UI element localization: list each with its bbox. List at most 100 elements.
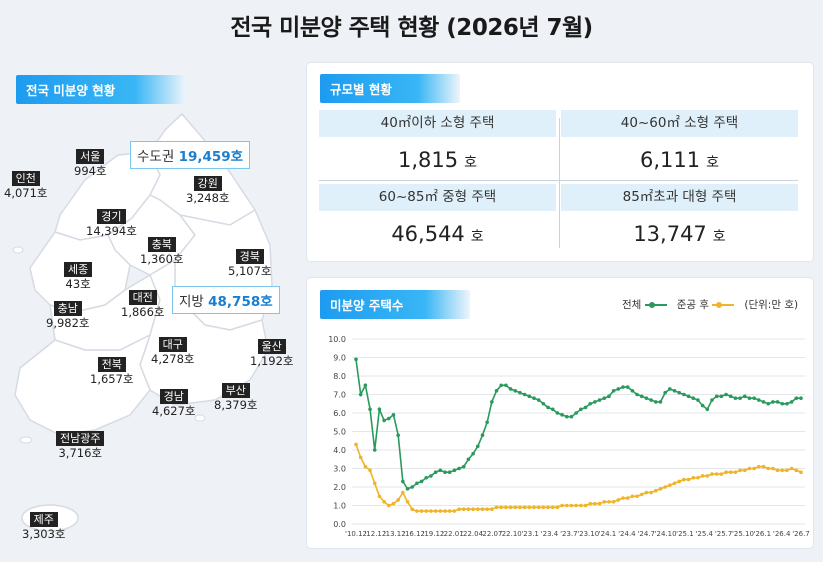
data-point bbox=[433, 470, 438, 474]
data-point bbox=[490, 507, 494, 511]
size-cell-value: 1,815 bbox=[397, 148, 459, 172]
data-point bbox=[668, 387, 672, 391]
region-label-jeju: 제주 3,303호 bbox=[22, 512, 66, 541]
data-point bbox=[518, 390, 522, 395]
x-tick-label: '24.1 bbox=[599, 530, 617, 538]
data-point bbox=[368, 407, 372, 412]
series-line-completed bbox=[355, 444, 802, 512]
data-point bbox=[677, 390, 682, 395]
size-cell-over85: 85㎡초과 대형 주택 13,747 호 bbox=[561, 184, 798, 246]
data-point bbox=[602, 500, 607, 504]
data-point bbox=[457, 507, 461, 511]
data-point bbox=[499, 383, 504, 388]
data-point bbox=[447, 509, 452, 513]
data-point bbox=[541, 401, 546, 406]
data-point bbox=[386, 416, 391, 421]
data-point bbox=[461, 507, 466, 511]
region-label-gangwon: 강원 3,248호 bbox=[186, 176, 230, 205]
data-point bbox=[766, 401, 771, 406]
data-point bbox=[686, 477, 691, 482]
region-label-gyeonggi: 경기 14,394호 bbox=[86, 209, 137, 238]
data-point bbox=[742, 468, 747, 473]
data-point bbox=[738, 396, 742, 400]
data-point bbox=[480, 433, 485, 437]
data-point bbox=[691, 396, 696, 400]
data-point bbox=[785, 468, 789, 473]
page-title: 전국 미분양 주택 현황 (2026년 7월) bbox=[230, 15, 593, 41]
data-point bbox=[775, 400, 780, 404]
data-point bbox=[682, 392, 686, 397]
region-label-jeonbuk: 전북 1,657호 bbox=[90, 357, 134, 386]
legend-completed-label: 준공 후 bbox=[676, 299, 710, 311]
data-point bbox=[583, 503, 588, 508]
data-point bbox=[564, 414, 569, 419]
data-point bbox=[705, 407, 710, 412]
data-point bbox=[415, 481, 419, 486]
data-point bbox=[475, 507, 480, 511]
x-tick-label: '12.12 bbox=[364, 530, 386, 538]
data-point bbox=[457, 466, 461, 471]
x-tick-label: '23.1 bbox=[521, 530, 539, 538]
data-point bbox=[480, 507, 485, 511]
x-tick-label: '22.01 bbox=[442, 530, 464, 538]
data-point bbox=[546, 505, 550, 510]
x-tick-label: '23.10 bbox=[577, 530, 599, 538]
x-tick-label: '25.7 bbox=[715, 530, 733, 538]
data-point bbox=[410, 507, 415, 511]
x-tick-label: '23.7 bbox=[560, 530, 578, 538]
x-tick-label: '22.04 bbox=[461, 530, 484, 538]
data-point bbox=[710, 398, 714, 402]
data-point bbox=[494, 389, 499, 393]
data-point bbox=[663, 485, 667, 489]
data-point bbox=[419, 479, 424, 484]
data-point bbox=[438, 509, 443, 513]
region-label-gyeongbuk: 경북 5,107호 bbox=[228, 249, 272, 278]
region-label-daegu: 대구 4,278호 bbox=[151, 337, 195, 366]
map-section-tag: 전국 미분양 현황 bbox=[16, 75, 186, 104]
local-area-label: 지방 bbox=[179, 294, 204, 310]
x-tick-label: '26.4 bbox=[773, 530, 791, 538]
size-cell-40-60: 40~60㎡ 소형 주택 6,111 호 bbox=[561, 110, 798, 172]
data-point bbox=[663, 390, 667, 395]
y-tick-label: 10.0 bbox=[328, 335, 346, 344]
y-tick-label: 9.0 bbox=[333, 354, 346, 363]
data-point bbox=[733, 396, 738, 400]
data-point bbox=[429, 509, 433, 513]
data-point bbox=[527, 394, 532, 399]
data-point bbox=[415, 509, 419, 513]
data-point bbox=[513, 389, 518, 393]
unsold-housing-chart: 0.0 1.0 2.0 3.0 4.0 5.0 6.0 7.0 8.0 9.0 10.0 '10.12… bbox=[328, 335, 810, 538]
data-point bbox=[696, 475, 700, 480]
data-point bbox=[775, 468, 780, 473]
data-point bbox=[635, 392, 639, 397]
region-label-sejong: 세종 43호 bbox=[64, 262, 93, 291]
size-cell-label: 85㎡초과 대형 주택 bbox=[561, 184, 798, 211]
size-cell-value: 6,111 bbox=[639, 148, 701, 172]
data-point bbox=[579, 407, 583, 412]
data-point bbox=[424, 509, 429, 513]
data-point bbox=[696, 398, 700, 402]
data-point bbox=[564, 503, 569, 508]
data-point bbox=[358, 455, 363, 460]
data-point bbox=[644, 490, 649, 495]
data-point bbox=[677, 479, 682, 484]
data-point bbox=[518, 505, 522, 510]
x-tick-label: '10.12 bbox=[345, 530, 367, 538]
legend-unit: (단위:만 호) bbox=[744, 299, 799, 311]
region-label-chungbuk: 충북 1,360호 bbox=[140, 237, 184, 266]
data-point bbox=[508, 505, 513, 510]
data-point bbox=[658, 487, 663, 491]
y-tick-label: 2.0 bbox=[333, 483, 346, 492]
data-point bbox=[555, 505, 560, 510]
size-cell-unit: 호 bbox=[706, 155, 719, 171]
data-point bbox=[724, 470, 728, 474]
data-point bbox=[396, 498, 400, 502]
data-point bbox=[574, 503, 578, 508]
data-point bbox=[597, 501, 602, 506]
region-label-gyeongnam: 경남 4,627호 bbox=[152, 389, 196, 418]
size-cell-unit: 호 bbox=[470, 229, 484, 245]
data-point bbox=[639, 394, 644, 399]
data-point bbox=[630, 494, 635, 499]
legend-total-label: 전체 bbox=[622, 299, 642, 311]
local-area-callout: 지방 48,758호 bbox=[172, 286, 280, 314]
